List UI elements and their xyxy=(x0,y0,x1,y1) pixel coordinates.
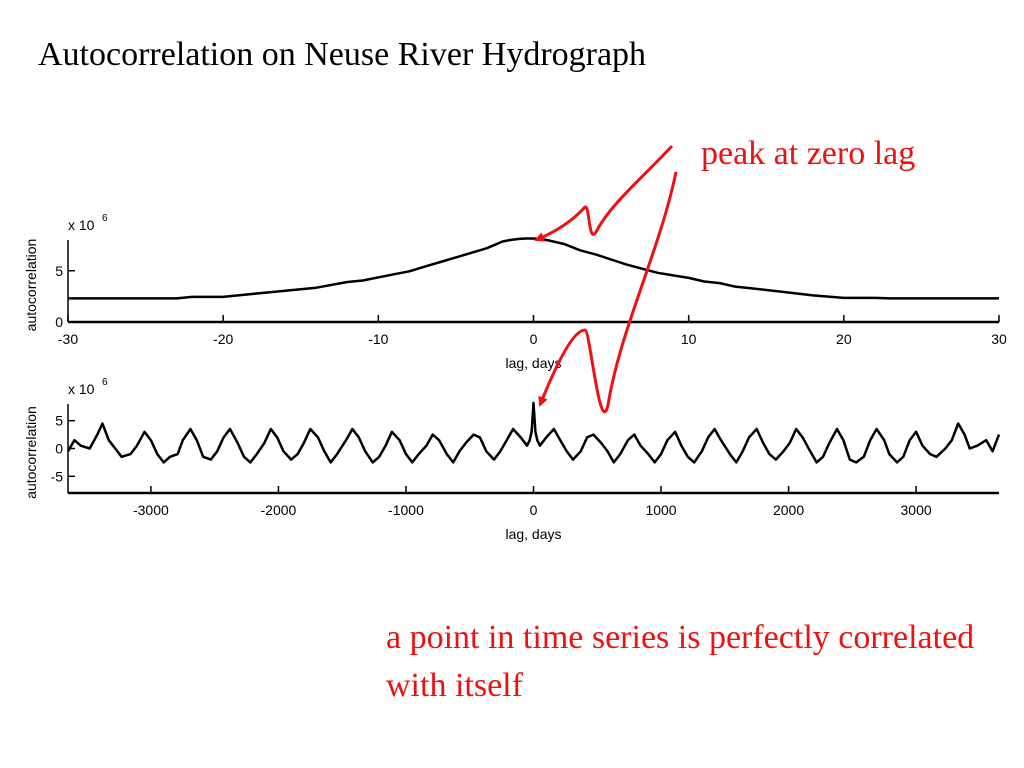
point-arrow-annotation xyxy=(538,171,678,414)
y-multiplier-label: x 10 xyxy=(68,381,95,397)
x-tick-label: -10 xyxy=(368,331,388,347)
x-tick-label: 20 xyxy=(836,331,852,347)
x-tick-label: 0 xyxy=(530,502,538,518)
x-tick-label: 2000 xyxy=(773,502,804,518)
autocorrelation-series-line xyxy=(66,401,1001,464)
x-tick-label: 0 xyxy=(530,331,538,347)
autocorrelation-series-line xyxy=(68,237,999,300)
y-axis-label: autocorrelation xyxy=(23,406,39,499)
x-tick-label: 30 xyxy=(991,331,1007,347)
x-axis-label: lag, days xyxy=(505,526,561,542)
x-tick-label: 3000 xyxy=(901,502,932,518)
y-multiplier-exponent: 6 xyxy=(102,377,108,388)
short-lag-chart: -30 -20 -10 0 10 20 30 0 5 lag, days autocorrelati… xyxy=(23,213,1007,371)
y-multiplier-exponent: 6 xyxy=(102,213,108,224)
y-multiplier-label: x 10 xyxy=(68,217,95,233)
y-tick-label: 5 xyxy=(55,263,63,279)
y-tick-label: 0 xyxy=(55,441,63,457)
peak-at-zero-lag-note: peak at zero lag xyxy=(701,135,916,172)
x-axis-label: lag, days xyxy=(505,355,561,371)
peak-arrow-annotation xyxy=(534,144,674,242)
x-tick-label: 1000 xyxy=(645,502,676,518)
y-axis-label: autocorrelation xyxy=(23,239,39,332)
y-tick-label: 5 xyxy=(55,413,63,429)
long-lag-chart: -3000 -2000 -1000 0 1000 2000 3000 -5 0 5 lag, day… xyxy=(23,377,1001,542)
perfect-correlation-note: a point in time series is perfectly corr… xyxy=(386,619,975,704)
x-tick-label: -30 xyxy=(58,331,78,347)
y-tick-label: 0 xyxy=(55,314,63,330)
slide-title: Autocorrelation on Neuse River Hydrograp… xyxy=(38,36,647,73)
x-tick-label: -3000 xyxy=(133,502,169,518)
x-tick-label: -1000 xyxy=(388,502,424,518)
y-tick-label: -5 xyxy=(51,468,64,484)
x-tick-label: 10 xyxy=(681,331,697,347)
x-tick-label: -2000 xyxy=(261,502,297,518)
x-tick-label: -20 xyxy=(213,331,233,347)
